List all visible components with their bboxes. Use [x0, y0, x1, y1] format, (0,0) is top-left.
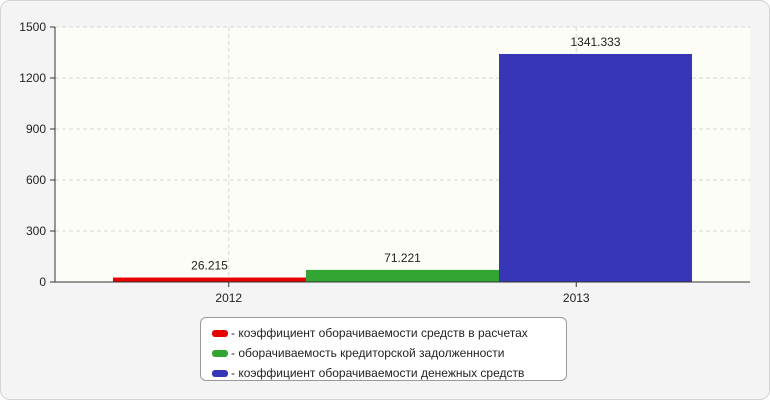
x-tick-label: 2013	[563, 291, 590, 305]
data-label: 26.215	[191, 259, 228, 273]
y-tick-label: 1500	[19, 20, 46, 34]
legend-swatch	[212, 329, 228, 337]
y-tick-label: 1200	[19, 71, 46, 85]
legend-item: - коэффициент оборачиваемости средств в …	[212, 323, 566, 343]
data-label: 71.221	[384, 251, 421, 265]
bar	[499, 53, 692, 282]
y-tick-label: 0	[39, 275, 46, 289]
y-tick-label: 300	[26, 224, 46, 238]
x-axis-ticks: 2012 2013	[215, 282, 590, 305]
bar	[113, 277, 306, 282]
y-tick-label: 600	[26, 173, 46, 187]
bar	[306, 269, 499, 282]
legend: - коэффициент оборачиваемости средств в …	[200, 317, 567, 381]
x-tick-label: 2012	[215, 291, 242, 305]
legend-item: - коэффициент оборачиваемости денежных с…	[212, 363, 566, 383]
y-axis-ticks: 0 300 600 900 1200 1500	[19, 20, 55, 289]
data-label: 1341.333	[570, 35, 620, 49]
axes	[54, 27, 750, 283]
data-labels: 26.215 71.221 1341.333	[191, 35, 621, 273]
legend-item: - оборачиваемость кредиторской задолженн…	[212, 343, 566, 363]
y-tick-label: 900	[26, 122, 46, 136]
legend-swatch	[212, 349, 228, 357]
legend-label: - оборачиваемость кредиторской задолженн…	[231, 346, 505, 360]
legend-label: - коэффициент оборачиваемости денежных с…	[231, 366, 525, 380]
legend-swatch	[212, 369, 228, 377]
legend-label: - коэффициент оборачиваемости средств в …	[231, 326, 528, 340]
bars	[113, 53, 692, 282]
